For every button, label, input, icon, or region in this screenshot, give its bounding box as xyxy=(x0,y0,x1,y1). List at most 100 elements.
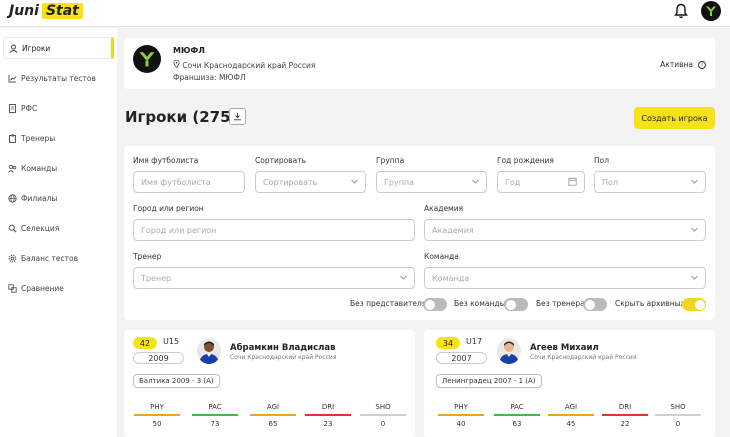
toggle-hide-archived-label: Скрыть архивных xyxy=(615,299,685,308)
stat-label: AGI xyxy=(266,403,280,411)
filter-academy-label: Академия xyxy=(424,204,464,213)
player-name: Агеев Михаил xyxy=(530,343,599,353)
toggle-no-coach-label: Без тренера xyxy=(536,299,585,308)
birth-year-input[interactable]: Год xyxy=(497,171,585,193)
info-icon[interactable]: i xyxy=(698,60,706,69)
sidebar-item-test-results[interactable]: Результаты тестов xyxy=(3,67,114,89)
team-placeholder: Команда xyxy=(432,273,470,283)
gender-placeholder: Пол xyxy=(602,177,619,187)
download-button[interactable] xyxy=(229,108,246,125)
academy-select[interactable]: Академия xyxy=(424,219,706,241)
chevron-down-icon xyxy=(691,227,698,232)
search-icon xyxy=(8,224,17,233)
stat-value: 65 xyxy=(268,420,278,428)
sort-select[interactable]: Сортировать xyxy=(255,171,366,193)
toggle-hide-archived[interactable] xyxy=(682,298,706,311)
status-text: Активна xyxy=(660,60,693,69)
toggle-knob xyxy=(505,299,516,310)
stat-value: 23 xyxy=(323,420,333,428)
stat-bar xyxy=(360,414,406,416)
sidebar-item-label: Сравнение xyxy=(21,283,64,293)
player-team-badge: Балтика 2009 - 3 (А) xyxy=(133,374,220,388)
filter-gender-label: Пол xyxy=(594,156,610,165)
player-name-placeholder: Имя футболиста xyxy=(141,177,211,187)
player-name-input[interactable]: Имя футболиста xyxy=(133,171,245,193)
organization-location: Сочи Краснодарский край Россия xyxy=(173,59,316,70)
stat-sho: SHO 0 xyxy=(358,403,408,428)
sidebar-item-branches[interactable]: Филиалы xyxy=(3,187,114,209)
stat-value: 0 xyxy=(380,420,386,428)
player-team-badge: Ленинградец 2007 - 1 (А) xyxy=(436,374,542,388)
toggle-knob xyxy=(694,299,705,310)
top-bar: Juni Stat xyxy=(0,0,730,27)
stat-sho: SHO 0 xyxy=(653,403,703,428)
app-logo[interactable]: Juni Stat xyxy=(9,2,83,20)
logo-text-stat: Stat xyxy=(41,3,83,19)
player-avatar xyxy=(197,338,221,364)
stat-label: PHY xyxy=(454,403,468,411)
sidebar-item-selection[interactable]: Селекция xyxy=(3,217,114,239)
sidebar-item-rfs[interactable]: РФС xyxy=(3,97,114,119)
stat-value: 45 xyxy=(566,420,576,428)
stat-label: PAC xyxy=(510,403,524,411)
user-avatar[interactable] xyxy=(701,1,721,21)
stat-dri: DRI 23 xyxy=(303,403,353,428)
create-player-button[interactable]: Создать игрока xyxy=(634,107,715,129)
city-input[interactable]: Город или регион xyxy=(133,219,415,241)
chart-icon xyxy=(8,74,17,83)
compare-icon xyxy=(8,283,17,293)
chevron-down-icon xyxy=(691,179,698,184)
coach-select[interactable]: Тренер xyxy=(133,267,415,289)
stat-value: 73 xyxy=(210,420,220,428)
bell-icon[interactable] xyxy=(674,3,688,19)
stat-value: 63 xyxy=(512,420,522,428)
sidebar-item-players[interactable]: Игроки xyxy=(3,37,114,59)
chevron-down-icon xyxy=(351,179,358,184)
avatar-logo-icon xyxy=(706,6,716,16)
logo-text-juni: Juni xyxy=(9,3,39,19)
gender-select[interactable]: Пол xyxy=(594,171,706,193)
filter-year-label: Год рождения xyxy=(497,156,554,165)
toggle-no-team[interactable] xyxy=(504,298,528,311)
sidebar-item-label: Результаты тестов xyxy=(21,73,96,83)
page-title-text: Игроки xyxy=(125,108,188,126)
organization-location-text: Сочи Краснодарский край Россия xyxy=(182,61,316,70)
filter-city-label: Город или регион xyxy=(133,204,204,213)
gear-icon xyxy=(8,254,17,263)
toggle-no-representative[interactable] xyxy=(423,298,447,311)
location-pin-icon xyxy=(173,59,182,70)
stat-label: AGI xyxy=(564,403,578,411)
sidebar-item-teams[interactable]: Команды xyxy=(3,157,114,179)
sidebar: Игроки Результаты тестов РФС Тренеры Ком… xyxy=(0,28,117,437)
player-score-badge: 34 xyxy=(436,337,460,349)
sort-placeholder: Сортировать xyxy=(263,177,318,187)
calendar-icon[interactable] xyxy=(568,177,577,186)
stat-pac: PAC 63 xyxy=(492,403,542,428)
academy-placeholder: Академия xyxy=(432,225,474,235)
stat-bar xyxy=(250,414,296,416)
toggle-knob xyxy=(424,299,435,310)
player-avatar xyxy=(497,338,521,364)
player-name: Абрамкин Владислав xyxy=(230,343,336,353)
stat-dri: DRI 22 xyxy=(600,403,650,428)
stat-value: 50 xyxy=(152,420,162,428)
player-card[interactable]: 42 U15 2009 Абрамкин Владислав Сочи Крас… xyxy=(124,330,415,437)
sidebar-item-test-balance[interactable]: Баланс тестов xyxy=(3,247,114,269)
birth-year-placeholder: Год xyxy=(505,177,521,187)
user-icon xyxy=(9,44,18,53)
sidebar-item-coaches[interactable]: Тренеры xyxy=(3,127,114,149)
player-card[interactable]: 34 U17 2007 Агеев Михаил Сочи Краснодарс… xyxy=(424,330,715,437)
sidebar-item-label: Игроки xyxy=(22,43,51,53)
group-select[interactable]: Группа xyxy=(376,171,487,193)
players-count: (275) xyxy=(192,108,238,126)
sidebar-item-compare[interactable]: Сравнение xyxy=(3,277,114,299)
toggle-no-representative-label: Без представителя xyxy=(350,299,427,308)
player-score-badge: 42 xyxy=(133,337,157,349)
toggle-no-team-label: Без команды xyxy=(454,299,506,308)
toggle-no-coach[interactable] xyxy=(583,298,607,311)
stat-phy: PHY 50 xyxy=(132,403,182,428)
city-placeholder: Город или регион xyxy=(141,225,217,235)
sidebar-item-label: Селекция xyxy=(21,223,60,233)
stat-bar xyxy=(305,414,351,416)
team-select[interactable]: Команда xyxy=(424,267,706,289)
